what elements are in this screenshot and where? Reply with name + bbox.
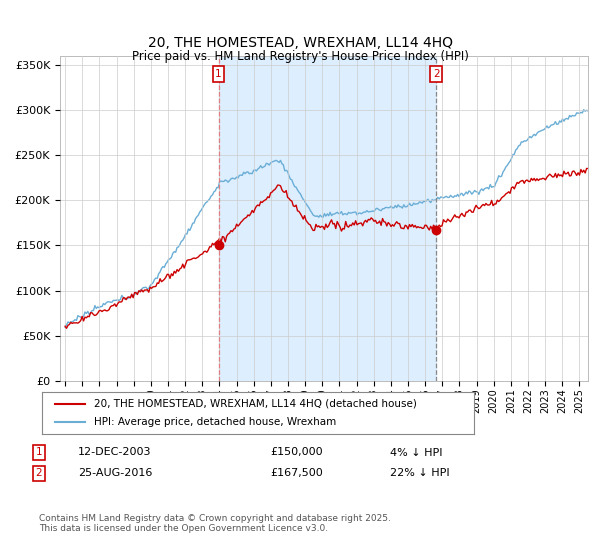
- Text: 1: 1: [35, 447, 43, 458]
- Text: Price paid vs. HM Land Registry's House Price Index (HPI): Price paid vs. HM Land Registry's House …: [131, 50, 469, 63]
- Text: 25-AUG-2016: 25-AUG-2016: [78, 468, 152, 478]
- Text: £150,000: £150,000: [270, 447, 323, 458]
- Text: Contains HM Land Registry data © Crown copyright and database right 2025.
This d: Contains HM Land Registry data © Crown c…: [39, 514, 391, 533]
- Text: 2: 2: [433, 69, 440, 79]
- Text: 12-DEC-2003: 12-DEC-2003: [78, 447, 151, 458]
- Text: 20, THE HOMESTEAD, WREXHAM, LL14 4HQ: 20, THE HOMESTEAD, WREXHAM, LL14 4HQ: [148, 36, 452, 50]
- Text: 1: 1: [215, 69, 222, 79]
- Text: 4% ↓ HPI: 4% ↓ HPI: [390, 447, 443, 458]
- Text: 22% ↓ HPI: 22% ↓ HPI: [390, 468, 449, 478]
- Text: £167,500: £167,500: [270, 468, 323, 478]
- Text: 20, THE HOMESTEAD, WREXHAM, LL14 4HQ (detached house): 20, THE HOMESTEAD, WREXHAM, LL14 4HQ (de…: [94, 399, 417, 409]
- Text: HPI: Average price, detached house, Wrexham: HPI: Average price, detached house, Wrex…: [94, 417, 336, 427]
- Bar: [218, 56, 436, 381]
- Text: 2: 2: [35, 468, 43, 478]
